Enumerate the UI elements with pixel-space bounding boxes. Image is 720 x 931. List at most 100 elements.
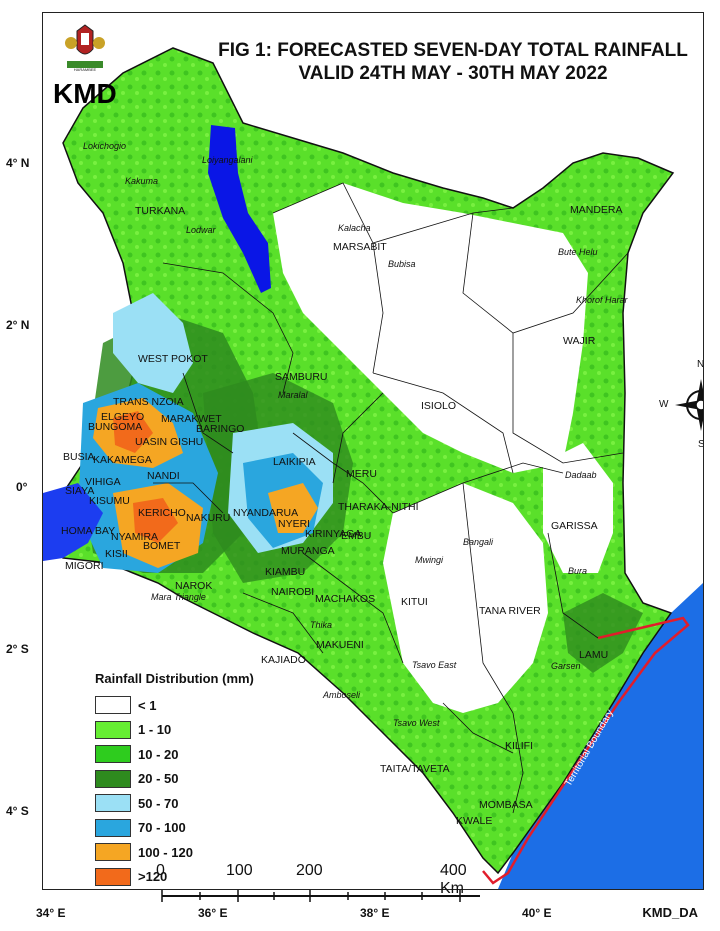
- legend-swatch: [95, 769, 131, 788]
- place-label: Tsavo East: [412, 660, 457, 670]
- county-boundaries: [153, 182, 629, 814]
- compass-south: S: [698, 439, 703, 450]
- county-label: MIGORI: [65, 560, 104, 572]
- place-label: Loiyangalani: [202, 155, 253, 165]
- county-label: BOMET: [143, 540, 181, 552]
- legend-swatch: [95, 867, 131, 886]
- lon-label: 40° E: [522, 906, 552, 920]
- county-label: GARISSA: [551, 520, 598, 532]
- county-label: TURKANA: [135, 205, 186, 217]
- legend-label: < 1: [138, 697, 157, 713]
- dry-zone-south: [383, 483, 548, 713]
- county-label: KERICHO: [138, 507, 186, 519]
- place-label: Bubisa: [388, 259, 416, 269]
- lat-label: 0°: [16, 480, 28, 494]
- county-label: NYERI: [278, 518, 311, 530]
- zone-gt120-southwest: [133, 498, 178, 543]
- scale-tick: 400 Km: [440, 862, 467, 897]
- place-label: Thika: [310, 620, 333, 630]
- lat-label: 2° N: [6, 318, 30, 332]
- legend-label: 1 - 10: [138, 722, 172, 738]
- county-label: KIRINYAGA: [305, 528, 362, 540]
- legend-item: 10 - 20: [95, 742, 254, 767]
- legend-item: 70 - 100: [95, 816, 254, 841]
- county-label: LAMU: [579, 649, 609, 661]
- legend-item: 100 - 120: [95, 840, 254, 865]
- dry-zone-east: [543, 443, 613, 573]
- county-label: MAKUENI: [316, 639, 364, 651]
- legend-item: 20 - 50: [95, 767, 254, 792]
- county-label: EMBU: [341, 530, 372, 542]
- lat-label: 4° S: [6, 804, 29, 818]
- county-label: UASIN GISHU: [135, 436, 204, 448]
- county-label: MURANGA: [281, 545, 335, 557]
- county-label: BUNGOMA: [88, 421, 143, 433]
- compass-icon: [675, 379, 703, 431]
- place-label: Lokichogio: [83, 141, 127, 151]
- county-label: MARSABIT: [333, 241, 387, 253]
- county-label: ISIOLO: [421, 400, 457, 412]
- place-label: Amboseli: [323, 690, 361, 700]
- county-label: KAKAMEGA: [93, 454, 152, 466]
- county-label: TAITA/TAVETA: [380, 763, 450, 775]
- lake-victoria: [43, 483, 103, 561]
- place-label: Lodwar: [186, 225, 216, 235]
- county-label: NYAMIRA: [111, 531, 159, 543]
- county-label: SAMBURU: [275, 371, 328, 383]
- legend-title: Rainfall Distribution (mm): [95, 671, 254, 686]
- legend-label: 100 - 120: [138, 844, 193, 860]
- legend-item: 1 - 10: [95, 718, 254, 743]
- place-label: Bura: [568, 566, 588, 576]
- county-label: HOMA BAY: [61, 525, 116, 537]
- legend-label: 20 - 50: [138, 771, 179, 787]
- county-label: NAROK: [175, 580, 213, 592]
- legend-swatch: [95, 720, 131, 739]
- scale-tick: 200: [296, 862, 323, 879]
- legend-swatch: [95, 745, 131, 764]
- county-label: MARAKWET: [161, 413, 222, 425]
- legend-item: 50 - 70: [95, 791, 254, 816]
- place-label: Bangali: [463, 537, 494, 547]
- legend-swatch: [95, 794, 131, 813]
- place-label: Kakuma: [125, 176, 159, 186]
- legend-label: 10 - 20: [138, 746, 179, 762]
- scale-bar-line: [161, 890, 480, 902]
- county-label: KISII: [105, 548, 128, 560]
- legend-swatch: [95, 696, 131, 715]
- county-label: ELGEYO: [101, 411, 145, 423]
- territorial-boundary: [482, 616, 690, 885]
- county-label: KIAMBU: [265, 566, 306, 578]
- place-label: Maralal: [278, 390, 308, 400]
- county-label: MANDERA: [570, 204, 623, 216]
- lon-label: 34° E: [36, 906, 66, 920]
- county-label: TRANS NZOIA: [113, 396, 184, 408]
- county-label: MACHAKOS: [315, 593, 376, 605]
- county-label: MOMBASA: [479, 799, 533, 811]
- legend-swatch: [95, 843, 131, 862]
- county-label: NYANDARUA: [233, 507, 299, 519]
- county-label: BUSIA: [63, 451, 95, 463]
- lat-label: 4° N: [6, 156, 30, 170]
- legend-label: 70 - 100: [138, 820, 186, 836]
- title-line-2: VALID 24TH MAY - 30TH MAY 2022: [298, 63, 608, 84]
- compass-north: N: [697, 359, 704, 370]
- lat-label: 2° S: [6, 642, 29, 656]
- map-title: FIG 1: FORECASTED SEVEN-DAY TOTAL RAINFA…: [183, 39, 703, 85]
- indian-ocean: [498, 583, 703, 889]
- dry-zone-north: [273, 183, 588, 473]
- zone-20-50-coast: [563, 593, 643, 673]
- county-label: KITUI: [401, 596, 428, 608]
- place-label: Tsavo West: [393, 718, 440, 728]
- county-label: MERU: [346, 468, 377, 480]
- place-label: Bute Helu: [558, 247, 598, 257]
- footer-credit: KMD_DA: [642, 905, 698, 920]
- title-line-1: FIG 1: FORECASTED SEVEN-DAY TOTAL RAINFA…: [218, 40, 688, 61]
- county-label: LAIKIPIA: [273, 456, 316, 468]
- legend-item: >120: [95, 865, 254, 890]
- lon-label: 36° E: [198, 906, 228, 920]
- place-label: Mwingi: [415, 555, 444, 565]
- place-label: Khorof Harar: [576, 295, 628, 305]
- county-label: WAJIR: [563, 335, 596, 347]
- county-label: WEST POKOT: [138, 353, 208, 365]
- county-label: TANA RIVER: [479, 605, 541, 617]
